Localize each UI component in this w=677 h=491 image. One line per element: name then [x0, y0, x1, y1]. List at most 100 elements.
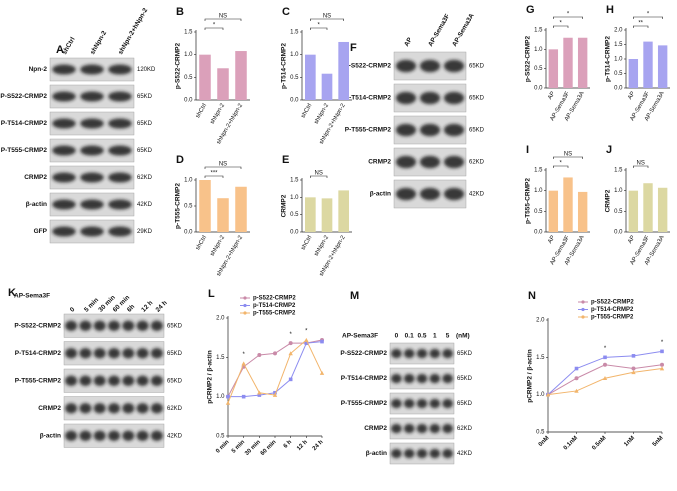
y-tick-label: 2.0	[614, 28, 623, 34]
y-axis-label: p-T555-CRMP2	[175, 183, 182, 229]
point	[659, 366, 665, 371]
y-tick-label: 0.0	[290, 98, 299, 104]
blot-band	[150, 348, 163, 359]
y-tick-label: 1.0	[184, 52, 193, 58]
legend-label: p-T514-CRMP2	[591, 307, 634, 313]
panel-letter: K	[8, 287, 16, 299]
panel-letter: M	[350, 290, 359, 302]
size-label: 29KD	[137, 229, 153, 235]
lane-label: AP-Sema3F	[427, 13, 451, 48]
row-label: P-T555-CRMP2	[341, 400, 388, 407]
blot-band	[150, 430, 163, 441]
lane-label: 5	[446, 333, 450, 340]
y-tick-label: 0.0	[534, 230, 543, 236]
blot-band	[108, 403, 120, 414]
blot-band	[79, 430, 92, 441]
blot-band	[80, 118, 104, 129]
x-tick-label: shCtrl	[300, 235, 313, 252]
point	[545, 392, 551, 397]
significance-label: *	[559, 161, 562, 167]
blot-band	[52, 91, 76, 102]
x-tick-label: AP	[547, 235, 556, 245]
blot-band	[65, 375, 78, 386]
point	[603, 362, 607, 367]
y-tick-label: 1.5	[534, 168, 543, 174]
blot-band	[108, 199, 132, 210]
blot-band	[429, 448, 441, 459]
y-tick-label: 2.0	[216, 316, 225, 322]
significance-label: *	[213, 23, 216, 29]
panel-letter: B	[176, 6, 184, 18]
lane-label: 0	[395, 333, 399, 340]
blot-band	[122, 320, 135, 331]
significance-label: NS	[219, 162, 227, 168]
significance-bracket	[633, 165, 649, 168]
y-tick-label: 0.5	[290, 75, 299, 81]
lane-label: 0.1	[405, 333, 414, 340]
significance-label: *	[317, 23, 320, 29]
blot-band	[80, 199, 104, 210]
significance-label: *	[559, 21, 562, 27]
blot-band	[391, 448, 402, 459]
blot-band	[391, 373, 402, 384]
y-tick-label: 1.5	[290, 178, 299, 184]
blot-band	[419, 59, 441, 73]
blot-band	[108, 118, 132, 129]
blot-band	[395, 59, 417, 73]
blot-band	[391, 348, 402, 359]
blot-band	[416, 448, 428, 459]
significance-label: **	[638, 21, 643, 27]
blot-band	[80, 172, 104, 183]
blot-band	[442, 398, 453, 409]
point	[273, 390, 277, 395]
blot-band	[416, 373, 428, 384]
blot-band	[79, 348, 92, 359]
y-axis-label: p-T514-CRMP2	[281, 43, 288, 89]
blot-band	[419, 91, 441, 105]
blot-band	[442, 423, 453, 434]
row-label: CRMP2	[364, 425, 387, 432]
blot-band	[150, 320, 163, 331]
y-tick-label: 1.5	[184, 30, 193, 36]
row-label: β-actin	[370, 191, 391, 198]
point	[574, 366, 579, 371]
y-tick-label: 0.5	[536, 430, 545, 436]
y-tick-label: 0.5	[184, 75, 193, 81]
row-label: P-T514-CRMP2	[15, 350, 62, 357]
blot-band	[93, 403, 106, 414]
panel-letter: L	[208, 288, 215, 300]
lane-label: AP-Sema3A	[451, 12, 476, 48]
y-tick-label: 2.0	[536, 318, 545, 324]
size-label: 65KD	[137, 148, 153, 154]
x-tick-label: 0.1nM	[563, 435, 579, 451]
row-label: CRMP2	[38, 405, 61, 412]
panel-letter: G	[526, 4, 535, 16]
size-label: 65KD	[167, 351, 183, 357]
y-tick-label: 1.5	[614, 42, 623, 48]
x-tick-label: 30 min	[244, 439, 262, 457]
blot-band	[65, 403, 78, 414]
size-label: 65KD	[469, 64, 485, 70]
point	[226, 394, 230, 399]
panel-letter: E	[282, 154, 289, 166]
blot-band	[391, 398, 402, 409]
lane-label: 24 h	[155, 299, 169, 313]
x-tick-label: shCtrl	[300, 103, 313, 120]
blot-band	[79, 320, 92, 331]
y-axis-label: CRMP2	[605, 189, 612, 212]
point	[273, 351, 277, 356]
x-tick-label: shCtrl	[195, 235, 208, 252]
bar	[643, 183, 653, 232]
y-tick-label: 1.5	[216, 355, 225, 361]
x-tick-label: AP	[547, 91, 556, 101]
blot-band	[391, 423, 402, 434]
point	[320, 339, 324, 344]
y-tick-label: 1.0	[614, 188, 623, 194]
blot-band	[108, 91, 132, 102]
y-axis-label: p-T555-CRMP2	[525, 178, 532, 224]
blot-band	[403, 448, 415, 459]
y-axis-label: p-T514-CRMP2	[605, 36, 612, 82]
significance-label: *	[305, 329, 308, 335]
significance-label: NS	[636, 161, 644, 167]
significance-bracket	[204, 175, 224, 178]
